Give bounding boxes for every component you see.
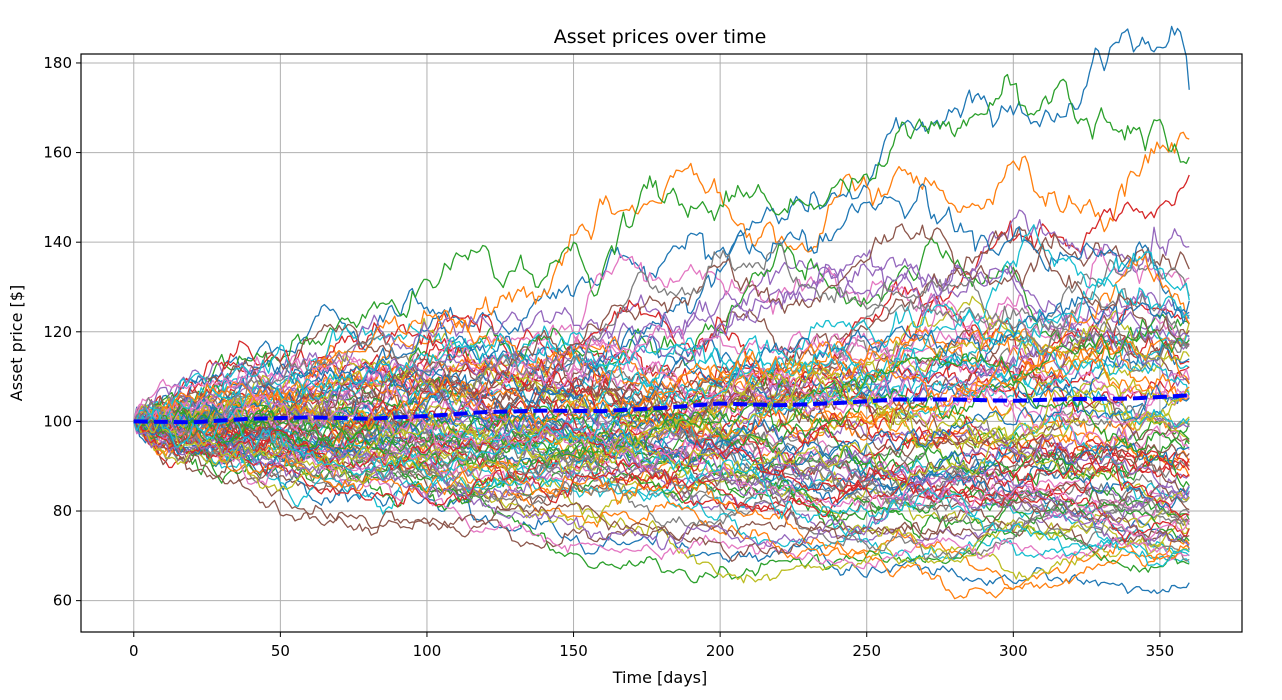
x-axis-label: Time [days]	[612, 668, 708, 687]
price-path-line	[133, 383, 1190, 584]
price-path-line	[133, 374, 1190, 582]
x-tick-label: 50	[271, 642, 290, 660]
price-path-line	[133, 378, 1190, 492]
price-path-line	[133, 323, 1190, 470]
price-path-line	[133, 413, 1190, 584]
price-path-line	[133, 337, 1190, 434]
y-tick-label: 140	[43, 233, 72, 251]
price-path-line	[133, 414, 1190, 477]
price-path-line	[133, 174, 1190, 429]
price-path-line	[133, 309, 1190, 449]
y-axis-label: Asset price [$]	[7, 285, 26, 401]
price-path-line	[133, 370, 1190, 488]
price-path-line	[133, 391, 1190, 462]
x-tick-label: 150	[559, 642, 588, 660]
price-path-line	[133, 73, 1190, 429]
y-tick-label: 180	[43, 54, 72, 72]
y-tick-label: 120	[43, 323, 72, 341]
price-path-line	[133, 376, 1190, 540]
y-tick-label: 100	[43, 412, 72, 430]
price-path-line	[133, 25, 1190, 422]
x-tick-label: 100	[413, 642, 442, 660]
price-path-line	[133, 262, 1190, 422]
plot-frame	[80, 53, 1243, 633]
x-tick-label: 250	[852, 642, 881, 660]
price-path-line	[133, 371, 1190, 505]
y-tick-label: 60	[53, 592, 72, 610]
ticks-layer: 0 50 100 150 200 250 300 350 60 80 100 120 140 160 180	[43, 54, 1174, 660]
price-path-line	[133, 421, 1190, 562]
x-tick-label: 300	[999, 642, 1028, 660]
price-path-line	[133, 420, 1190, 518]
chart-title: Asset prices over time	[554, 26, 767, 48]
price-path-line	[133, 341, 1190, 444]
price-path-line	[133, 263, 1190, 464]
price-path-line	[133, 296, 1190, 429]
x-tick-label: 0	[129, 642, 139, 660]
price-path-line	[133, 421, 1190, 551]
price-path-line	[133, 408, 1190, 567]
mean-layer	[133, 393, 1190, 425]
price-path-line	[133, 418, 1190, 555]
price-path-line	[133, 324, 1190, 435]
x-tick-label: 200	[706, 642, 735, 660]
price-path-line	[133, 278, 1190, 479]
price-path-line	[133, 416, 1190, 546]
paths-layer	[133, 25, 1190, 600]
price-path-line	[133, 353, 1190, 463]
price-path-line	[133, 277, 1190, 449]
price-path-line	[133, 223, 1190, 449]
price-path-line	[133, 318, 1190, 456]
mean-price-line	[133, 393, 1190, 425]
x-tick-label: 350	[1146, 642, 1175, 660]
price-path-line	[133, 325, 1190, 450]
y-tick-label: 160	[43, 144, 72, 162]
y-tick-label: 80	[53, 502, 72, 520]
price-path-line	[133, 240, 1190, 433]
price-path-line	[133, 332, 1190, 426]
